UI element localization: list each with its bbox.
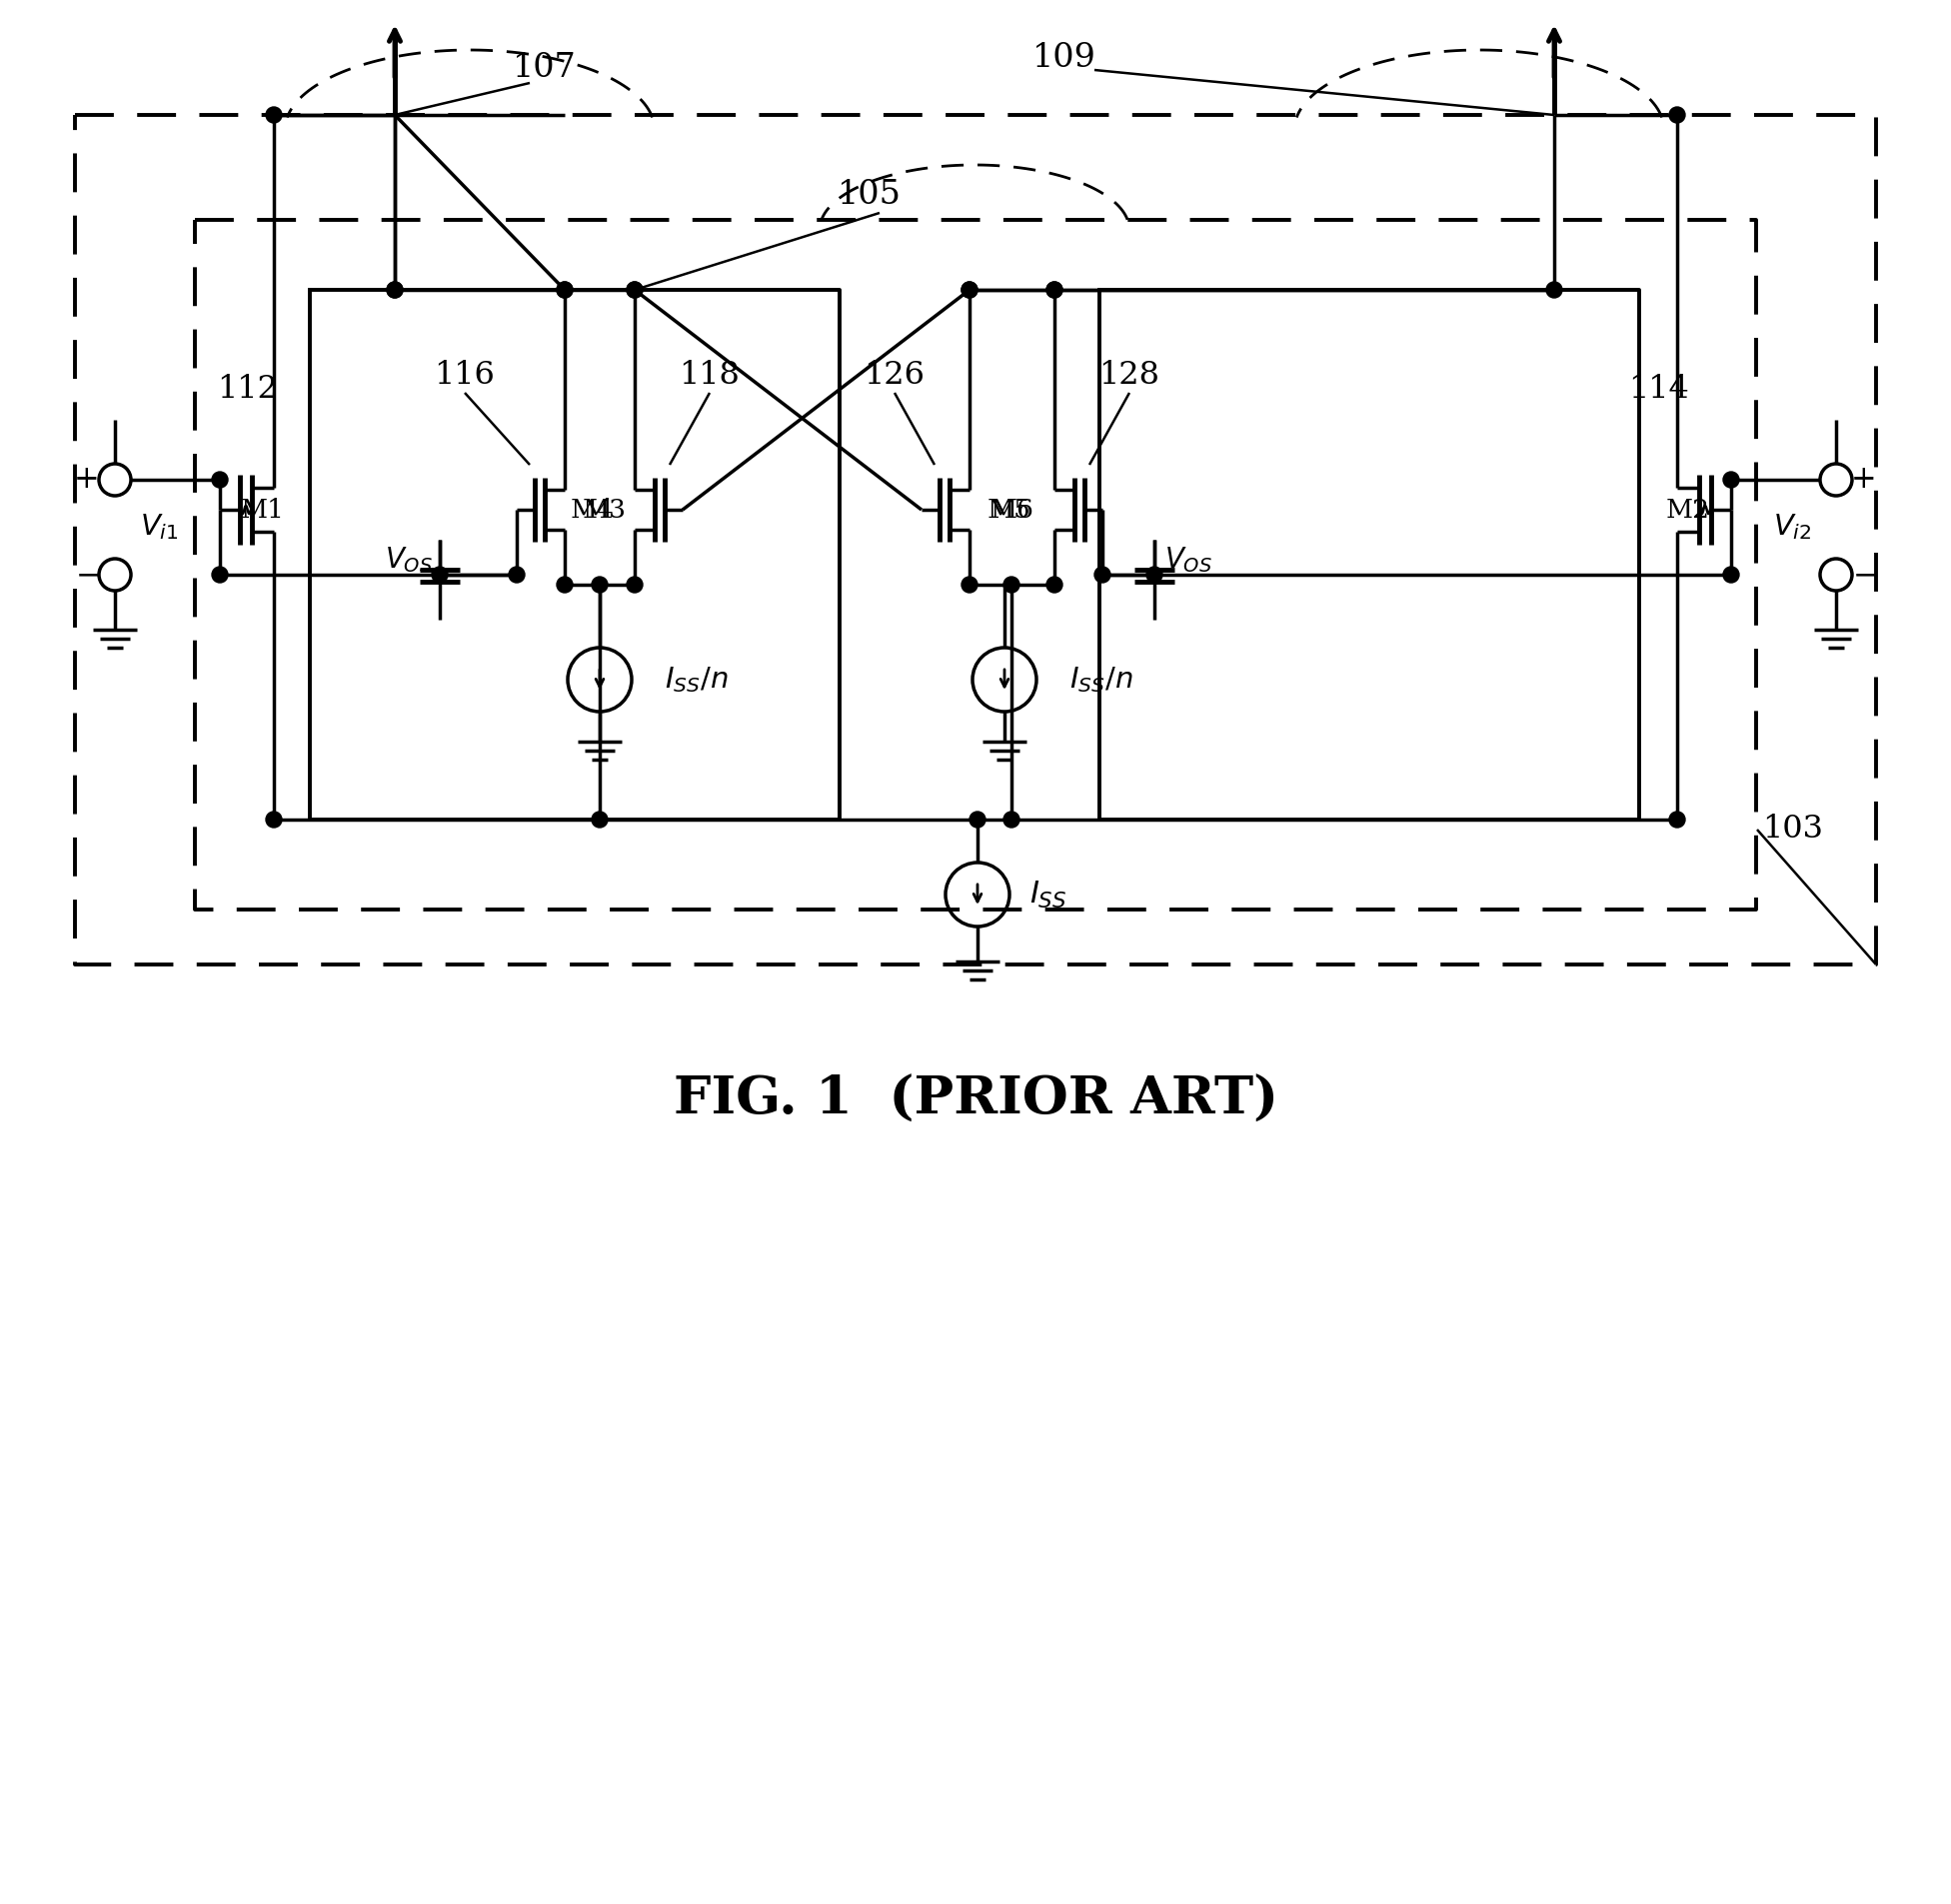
Circle shape	[213, 567, 228, 583]
Circle shape	[1670, 811, 1686, 828]
Circle shape	[591, 811, 607, 828]
Text: M2: M2	[1666, 497, 1711, 522]
Circle shape	[509, 567, 525, 583]
Text: 116: 116	[435, 360, 496, 390]
Text: $-$: $-$	[74, 560, 100, 590]
Circle shape	[626, 282, 642, 297]
Text: M1: M1	[240, 497, 285, 522]
Circle shape	[1095, 567, 1110, 583]
Text: $V_{i2}$: $V_{i2}$	[1773, 512, 1811, 541]
Text: M6: M6	[991, 497, 1034, 522]
Circle shape	[431, 567, 449, 583]
Text: $I_{SS}$: $I_{SS}$	[1030, 880, 1067, 910]
Circle shape	[1003, 811, 1020, 828]
Circle shape	[213, 472, 228, 487]
Circle shape	[1723, 472, 1738, 487]
Circle shape	[556, 577, 574, 592]
Text: M4: M4	[572, 497, 615, 522]
Text: FIG. 1  (PRIOR ART): FIG. 1 (PRIOR ART)	[673, 1074, 1278, 1125]
Circle shape	[962, 282, 977, 297]
Circle shape	[265, 107, 281, 124]
Circle shape	[386, 282, 402, 297]
Circle shape	[556, 282, 574, 297]
Circle shape	[1046, 282, 1063, 297]
Text: M3: M3	[583, 497, 626, 522]
Circle shape	[1003, 577, 1020, 592]
Circle shape	[1046, 282, 1063, 297]
Circle shape	[265, 811, 281, 828]
Text: 103: 103	[1762, 815, 1822, 845]
Text: $V_{OS}$: $V_{OS}$	[1165, 545, 1212, 575]
Text: 109: 109	[1032, 42, 1096, 74]
Text: 126: 126	[864, 360, 925, 390]
Circle shape	[1723, 567, 1738, 583]
Text: 112: 112	[217, 375, 279, 406]
Text: $I_{SS}/n$: $I_{SS}/n$	[1069, 664, 1134, 695]
Text: 128: 128	[1098, 360, 1161, 390]
Text: +: +	[1851, 465, 1877, 495]
Circle shape	[626, 577, 642, 592]
Text: $I_{SS}/n$: $I_{SS}/n$	[665, 664, 728, 695]
Circle shape	[556, 282, 574, 297]
Circle shape	[1670, 107, 1686, 124]
Text: $-$: $-$	[1851, 560, 1877, 590]
Text: 105: 105	[837, 179, 901, 211]
Circle shape	[1147, 567, 1163, 583]
Text: $V_{i1}$: $V_{i1}$	[140, 512, 178, 541]
Text: 107: 107	[513, 51, 577, 84]
Circle shape	[626, 282, 642, 297]
Text: M5: M5	[987, 497, 1032, 522]
Circle shape	[1547, 282, 1563, 297]
Text: +: +	[74, 465, 100, 495]
Circle shape	[591, 577, 607, 592]
Circle shape	[1046, 577, 1063, 592]
Circle shape	[962, 577, 977, 592]
Circle shape	[970, 811, 985, 828]
Text: 118: 118	[679, 360, 739, 390]
Circle shape	[386, 282, 402, 297]
Circle shape	[962, 282, 977, 297]
Text: 114: 114	[1629, 375, 1690, 406]
Text: $V_{OS}$: $V_{OS}$	[384, 545, 433, 575]
